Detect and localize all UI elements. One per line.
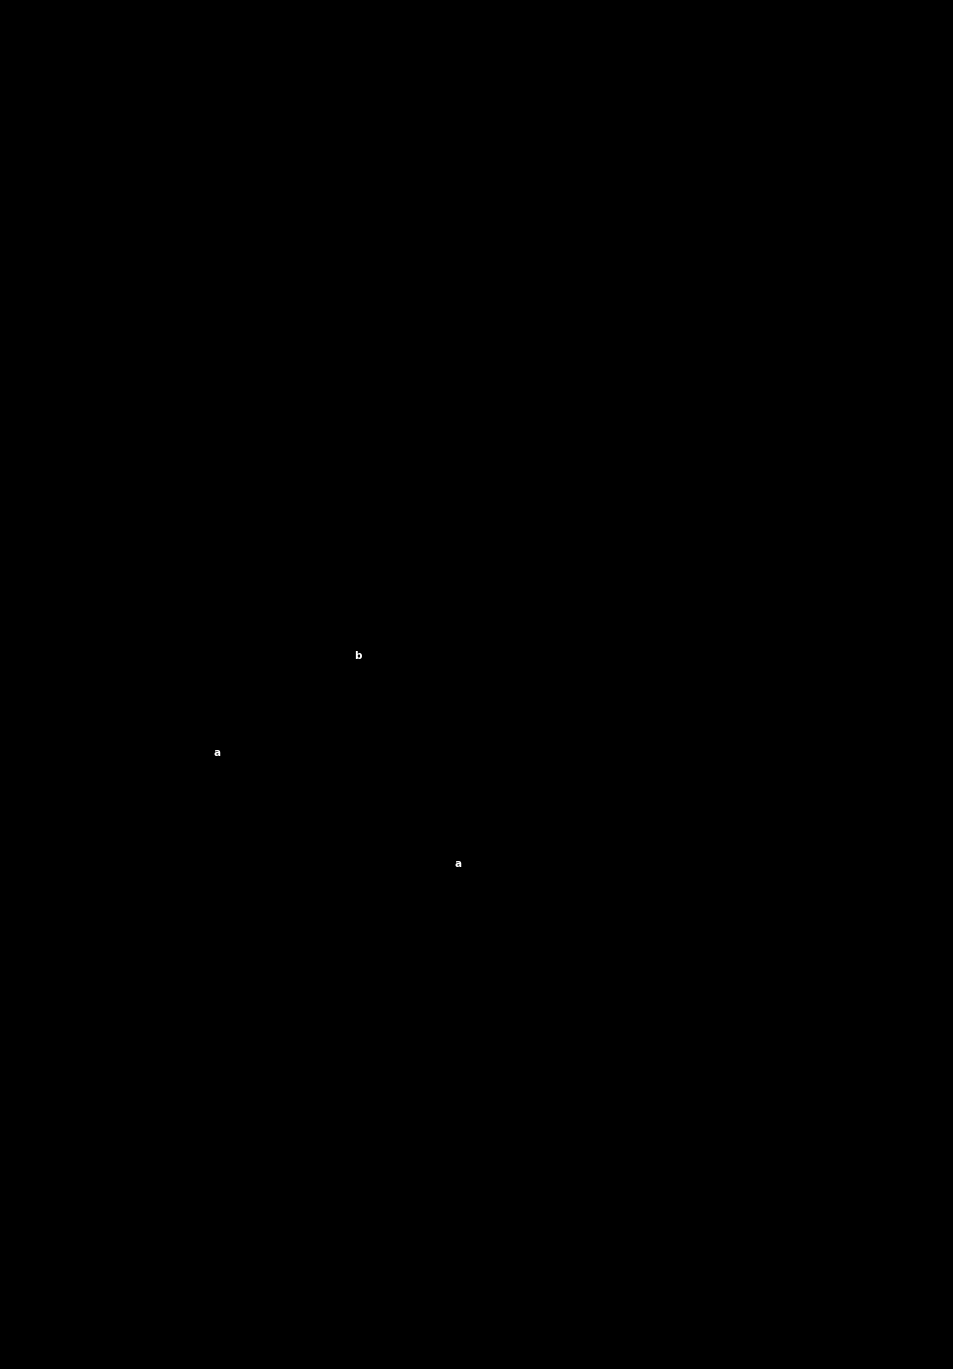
Bar — [551, 753, 558, 778]
Text: English: English — [9, 214, 22, 261]
Polygon shape — [489, 563, 501, 604]
Bar — [199, 628, 204, 648]
Text: center of the module.: center of the module. — [140, 350, 275, 364]
Text: to replace or upgrade any of these components, contact your dealer or: to replace or upgrade any of these compo… — [60, 183, 536, 196]
Polygon shape — [355, 735, 365, 756]
Polygon shape — [299, 563, 313, 604]
Bar — [252, 628, 280, 717]
Polygon shape — [329, 735, 337, 756]
Polygon shape — [261, 735, 271, 756]
Text: Remove the side panel.: Remove the side panel. — [100, 374, 257, 387]
Bar — [202, 596, 209, 620]
Polygon shape — [341, 563, 355, 604]
Text: Note:: Note: — [120, 333, 158, 346]
Text: 2: 2 — [63, 407, 71, 419]
Bar — [0, 94, 30, 381]
Polygon shape — [231, 608, 598, 758]
Polygon shape — [544, 735, 554, 756]
Polygon shape — [276, 559, 607, 608]
Text: The memory DIMM has only one notch located toward the: The memory DIMM has only one notch locat… — [143, 333, 511, 346]
Bar — [539, 784, 544, 805]
Polygon shape — [363, 563, 375, 604]
Polygon shape — [382, 735, 392, 756]
Text: 1: 1 — [63, 1006, 71, 1019]
Polygon shape — [436, 735, 446, 756]
Polygon shape — [447, 563, 459, 604]
Polygon shape — [517, 735, 526, 756]
Bar — [456, 628, 484, 717]
Bar — [334, 628, 361, 717]
Text: removing a computer component. However, for safety purposes, we do: removing a computer component. However, … — [60, 141, 537, 153]
Text: a: a — [213, 747, 220, 758]
Text: DIMM out of the socket (b).: DIMM out of the socket (b). — [100, 478, 280, 491]
Polygon shape — [384, 563, 396, 604]
Polygon shape — [510, 563, 522, 604]
Ellipse shape — [158, 585, 268, 695]
Polygon shape — [450, 735, 459, 756]
Text: when installing or: when installing or — [311, 120, 434, 133]
Text: 1: 1 — [63, 374, 71, 387]
Polygon shape — [423, 735, 432, 756]
Polygon shape — [342, 735, 351, 756]
Polygon shape — [369, 735, 378, 756]
Bar — [192, 628, 196, 648]
Bar — [542, 753, 550, 778]
Polygon shape — [405, 563, 417, 604]
Ellipse shape — [507, 746, 612, 850]
Polygon shape — [315, 735, 324, 756]
Bar — [416, 628, 443, 717]
Polygon shape — [288, 735, 297, 756]
Bar — [560, 784, 565, 805]
Polygon shape — [274, 735, 284, 756]
Text: a qualified service technician for assistance.: a qualified service technician for assis… — [60, 204, 356, 218]
Bar — [206, 628, 211, 648]
Text: 3 Upgrading your computer: 3 Upgrading your computer — [720, 31, 893, 45]
Text: not recommend that you perform these upgrades yourself. If you want: not recommend that you perform these upg… — [60, 162, 531, 175]
Polygon shape — [463, 735, 473, 756]
Polygon shape — [573, 563, 585, 604]
Bar — [293, 628, 320, 717]
Polygon shape — [491, 735, 499, 756]
Polygon shape — [468, 563, 480, 604]
Polygon shape — [558, 735, 567, 756]
Polygon shape — [302, 735, 311, 756]
Polygon shape — [572, 735, 580, 756]
Text: outward to release the memory DIMM (a). Gently pull the memory: outward to release the memory DIMM (a). … — [100, 459, 541, 472]
Polygon shape — [410, 735, 418, 756]
Polygon shape — [504, 735, 513, 756]
Text: Locate the memory DIMM socket on the mainboard.: Locate the memory DIMM socket on the mai… — [100, 1006, 445, 1019]
Text: To remove a memory DIMM: To remove a memory DIMM — [60, 242, 505, 270]
Bar — [213, 628, 218, 648]
Polygon shape — [531, 735, 540, 756]
Bar — [375, 628, 402, 717]
Bar — [558, 753, 565, 778]
Text: 12: 12 — [60, 31, 75, 45]
Text: Locate the memory DIMM socket on the mainboard.: Locate the memory DIMM socket on the mai… — [100, 407, 445, 419]
Text: 3: 3 — [63, 439, 71, 453]
Text: To install a memory DIMM: To install a memory DIMM — [60, 956, 484, 984]
Polygon shape — [320, 563, 334, 604]
Text: observe the: observe the — [60, 120, 144, 133]
Text: memory, the hard disk, the CPU and the expansion cards. You need to: memory, the hard disk, the CPU and the e… — [60, 99, 528, 112]
Polygon shape — [477, 735, 486, 756]
Text: b: b — [354, 652, 361, 661]
Text: Certain components of your computer are upgradeable, such as the: Certain components of your computer are … — [60, 78, 515, 90]
Text: "Installation precautions" on page 10: "Installation precautions" on page 10 — [119, 120, 399, 133]
Polygon shape — [585, 735, 594, 756]
Polygon shape — [552, 563, 564, 604]
Bar — [538, 628, 566, 717]
Polygon shape — [426, 563, 438, 604]
Polygon shape — [396, 735, 405, 756]
Text: a: a — [454, 858, 461, 869]
Polygon shape — [248, 735, 256, 756]
Bar — [497, 628, 525, 717]
Bar — [554, 784, 558, 805]
Bar — [546, 784, 552, 805]
Text: Press the holding clips on both sides of the memory DIMM socket: Press the holding clips on both sides of… — [100, 439, 535, 453]
Polygon shape — [531, 563, 543, 604]
Bar — [210, 596, 216, 620]
Bar — [193, 596, 201, 620]
